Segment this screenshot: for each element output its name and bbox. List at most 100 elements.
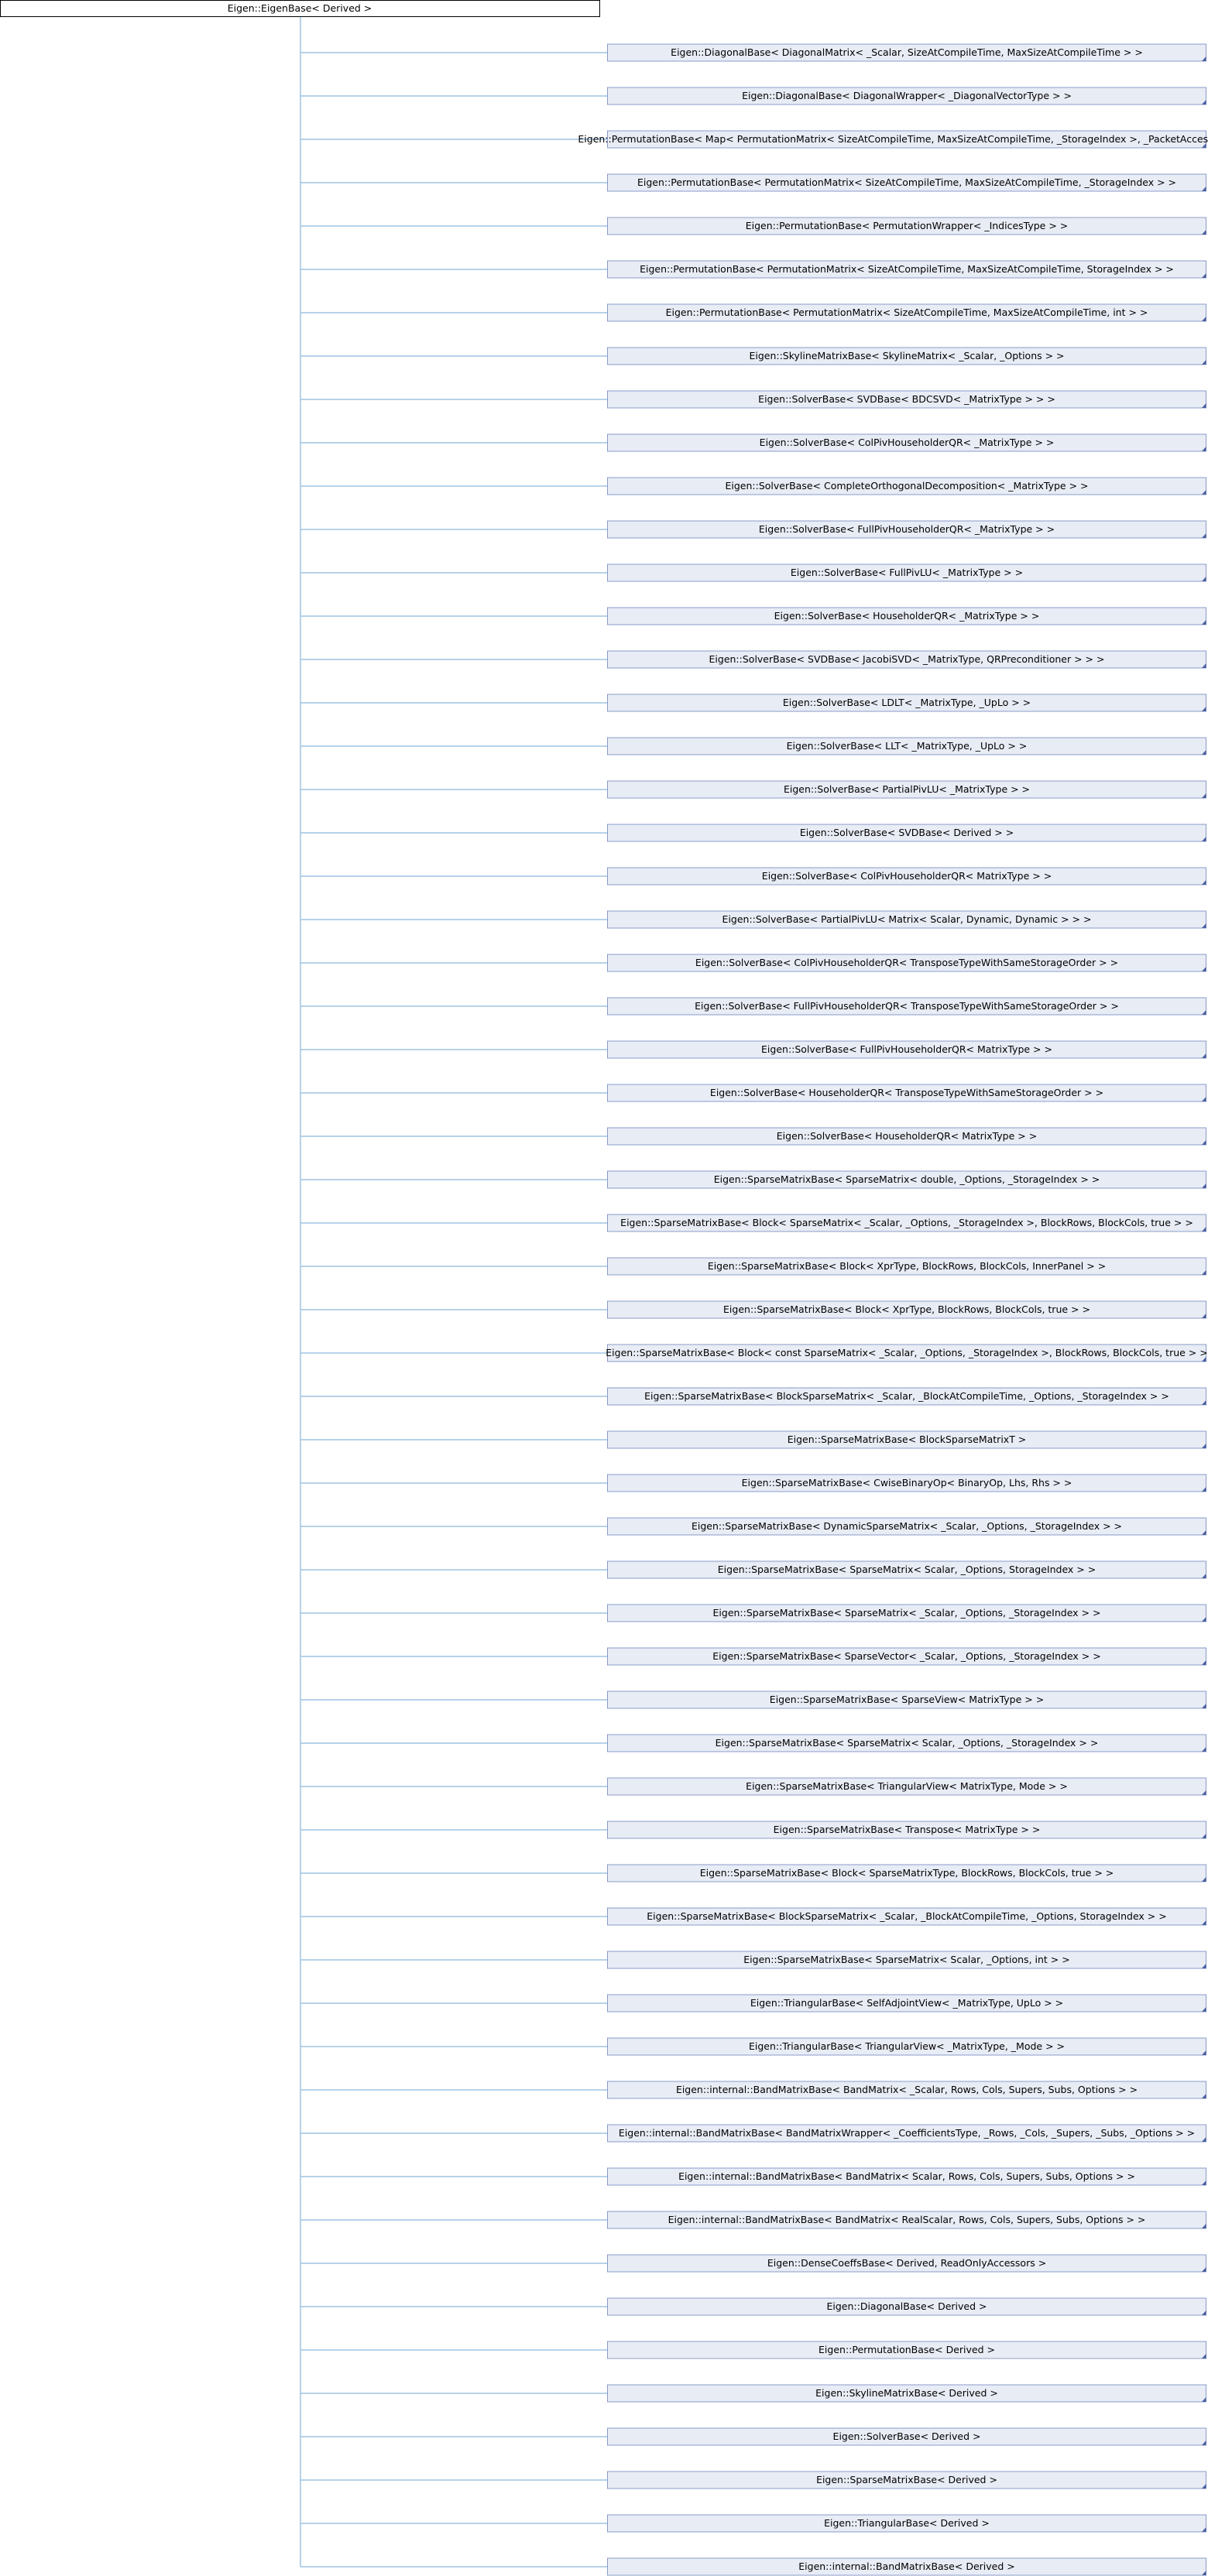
- class-box[interactable]: [607, 2254, 1206, 2273]
- class-label[interactable]: Eigen::PermutationBase< PermutationMatri…: [666, 307, 1148, 318]
- class-box[interactable]: [607, 2167, 1206, 2186]
- class-label[interactable]: Eigen::SolverBase< LDLT< _MatrixType, _U…: [783, 697, 1031, 708]
- class-label[interactable]: Eigen::SparseMatrixBase< BlockSparseMatr…: [644, 1390, 1169, 1402]
- class-label[interactable]: Eigen::SparseMatrixBase< SparseMatrix< _…: [713, 1607, 1101, 1619]
- class-box[interactable]: [607, 303, 1206, 322]
- class-box[interactable]: [607, 390, 1206, 409]
- class-label[interactable]: Eigen::internal::BandMatrixBase< BandMat…: [668, 2214, 1146, 2225]
- class-box[interactable]: [607, 2471, 1206, 2489]
- class-box[interactable]: [607, 650, 1206, 669]
- class-label[interactable]: Eigen::SolverBase< FullPivHouseholderQR<…: [759, 523, 1055, 535]
- class-box[interactable]: [607, 2341, 1206, 2359]
- class-box[interactable]: [607, 607, 1206, 625]
- class-box[interactable]: [607, 2037, 1206, 2056]
- class-box[interactable]: [607, 1604, 1206, 1622]
- class-label[interactable]: Eigen::SparseMatrixBase< Block< XprType,…: [708, 1260, 1106, 1272]
- class-label[interactable]: Eigen::SolverBase< PartialPivLU< Matrix<…: [722, 913, 1092, 925]
- class-label[interactable]: Eigen::SparseMatrixBase< SparseMatrix< d…: [714, 1173, 1100, 1185]
- class-box[interactable]: [607, 1214, 1206, 1232]
- class-box[interactable]: [607, 2211, 1206, 2229]
- class-box[interactable]: [607, 1864, 1206, 1882]
- class-label[interactable]: Eigen::SolverBase< ColPivHouseholderQR< …: [762, 870, 1052, 882]
- class-label[interactable]: Eigen::DiagonalBase< DiagonalWrapper< _D…: [742, 90, 1072, 101]
- class-label[interactable]: Eigen::SparseMatrixBase< CwiseBinaryOp< …: [742, 1477, 1072, 1488]
- class-box[interactable]: [607, 477, 1206, 495]
- class-box[interactable]: [607, 217, 1206, 235]
- class-box[interactable]: [607, 1777, 1206, 1796]
- class-label[interactable]: Eigen::SparseMatrixBase< SparseMatrix< S…: [716, 1737, 1099, 1749]
- class-box[interactable]: [607, 43, 1206, 62]
- class-box[interactable]: [607, 173, 1206, 192]
- class-box[interactable]: [607, 867, 1206, 886]
- class-label[interactable]: Eigen::internal::BandMatrixBase< BandMat…: [619, 2127, 1195, 2139]
- class-label[interactable]: Eigen::SolverBase< LLT< _MatrixType, _Up…: [787, 740, 1028, 752]
- class-label[interactable]: Eigen::SparseMatrixBase< Block< XprType,…: [723, 1303, 1090, 1315]
- class-label[interactable]: Eigen::SolverBase< SVDBase< Derived > >: [800, 827, 1014, 838]
- class-box[interactable]: [607, 1257, 1206, 1276]
- class-box[interactable]: [607, 1300, 1206, 1319]
- class-box[interactable]: [607, 824, 1206, 842]
- class-label[interactable]: Eigen::SparseMatrixBase< SparseView< Mat…: [770, 1694, 1044, 1705]
- class-label[interactable]: Eigen::SolverBase< FullPivLU< _MatrixTyp…: [791, 567, 1023, 578]
- class-label[interactable]: Eigen::SolverBase< ColPivHouseholderQR< …: [760, 437, 1055, 448]
- class-label[interactable]: Eigen::SparseMatrixBase< SparseMatrix< S…: [743, 1954, 1069, 1965]
- class-label[interactable]: Eigen::SparseMatrixBase< Block< const Sp…: [606, 1347, 1207, 1358]
- class-label[interactable]: Eigen::PermutationBase< Derived >: [818, 2344, 995, 2355]
- class-label[interactable]: Eigen::SolverBase< ColPivHouseholderQR< …: [695, 957, 1118, 968]
- class-box[interactable]: [607, 1690, 1206, 1709]
- class-label[interactable]: Eigen::SolverBase< Derived >: [833, 2430, 981, 2442]
- class-box[interactable]: [607, 1994, 1206, 2012]
- class-box[interactable]: [607, 2427, 1206, 2446]
- class-box[interactable]: [607, 1127, 1206, 1146]
- class-box[interactable]: [607, 1387, 1206, 1406]
- class-label[interactable]: Eigen::DiagonalBase< Derived >: [826, 2300, 987, 2312]
- class-box[interactable]: [607, 694, 1206, 712]
- class-box[interactable]: [607, 2297, 1206, 2316]
- class-label[interactable]: Eigen::DenseCoeffsBase< Derived, ReadOnl…: [767, 2257, 1046, 2269]
- class-box[interactable]: [607, 1344, 1206, 1362]
- class-label[interactable]: Eigen::SolverBase< SVDBase< JacobiSVD< _…: [709, 653, 1105, 665]
- class-box[interactable]: [607, 1907, 1206, 1926]
- class-box[interactable]: [607, 1084, 1206, 1102]
- class-box[interactable]: [607, 564, 1206, 582]
- class-label[interactable]: Eigen::TriangularBase< Derived >: [824, 2517, 990, 2529]
- class-box[interactable]: [607, 87, 1206, 105]
- class-box[interactable]: [607, 130, 1206, 149]
- class-label[interactable]: Eigen::SparseMatrixBase< SparseVector< _…: [712, 1650, 1100, 1662]
- class-label[interactable]: Eigen::internal::BandMatrixBase< Derived…: [798, 2561, 1014, 2572]
- class-box[interactable]: [607, 2124, 1206, 2143]
- class-box[interactable]: [607, 347, 1206, 365]
- class-label[interactable]: Eigen::PermutationBase< PermutationMatri…: [640, 263, 1174, 275]
- class-box[interactable]: [607, 2384, 1206, 2403]
- class-box[interactable]: [607, 2514, 1206, 2533]
- class-label[interactable]: Eigen::SolverBase< FullPivHouseholderQR<…: [695, 1000, 1119, 1012]
- class-box[interactable]: [607, 737, 1206, 755]
- class-label[interactable]: Eigen::PermutationBase< PermutationMatri…: [637, 176, 1176, 188]
- class-box[interactable]: [607, 1821, 1206, 1839]
- class-box[interactable]: [607, 520, 1206, 539]
- class-box[interactable]: [607, 2081, 1206, 2099]
- class-label[interactable]: Eigen::PermutationBase< PermutationWrapp…: [746, 220, 1069, 231]
- class-box[interactable]: [607, 997, 1206, 1016]
- class-box[interactable]: [607, 1474, 1206, 1492]
- class-label[interactable]: Eigen::SparseMatrixBase< BlockSparseMatr…: [788, 1434, 1027, 1445]
- class-label[interactable]: Eigen::internal::BandMatrixBase< BandMat…: [678, 2170, 1135, 2182]
- class-label[interactable]: Eigen::SparseMatrixBase< TriangularView<…: [746, 1780, 1068, 1792]
- class-box[interactable]: [607, 910, 1206, 929]
- class-label[interactable]: Eigen::SparseMatrixBase< Derived >: [816, 2474, 997, 2485]
- class-label[interactable]: Eigen::PermutationBase< Map< Permutation…: [578, 133, 1208, 145]
- class-label[interactable]: Eigen::SparseMatrixBase< SparseMatrix< S…: [718, 1564, 1096, 1575]
- class-label[interactable]: Eigen::SkylineMatrixBase< Derived >: [815, 2387, 998, 2399]
- class-label[interactable]: Eigen::internal::BandMatrixBase< BandMat…: [676, 2084, 1138, 2095]
- class-box[interactable]: [607, 780, 1206, 799]
- class-box[interactable]: [607, 2557, 1206, 2576]
- class-label[interactable]: Eigen::DiagonalBase< DiagonalMatrix< _Sc…: [671, 46, 1143, 58]
- class-label[interactable]: Eigen::SparseMatrixBase< DynamicSparseMa…: [692, 1520, 1122, 1532]
- class-label[interactable]: Eigen::TriangularBase< TriangularView< _…: [749, 2040, 1065, 2052]
- class-box[interactable]: [607, 1560, 1206, 1579]
- class-box[interactable]: [607, 1647, 1206, 1666]
- class-label[interactable]: Eigen::SparseMatrixBase< Transpose< Matr…: [774, 1824, 1041, 1835]
- class-box[interactable]: [607, 1430, 1206, 1449]
- class-label[interactable]: Eigen::SparseMatrixBase< Block< SparseMa…: [700, 1867, 1114, 1879]
- class-box[interactable]: [607, 954, 1206, 972]
